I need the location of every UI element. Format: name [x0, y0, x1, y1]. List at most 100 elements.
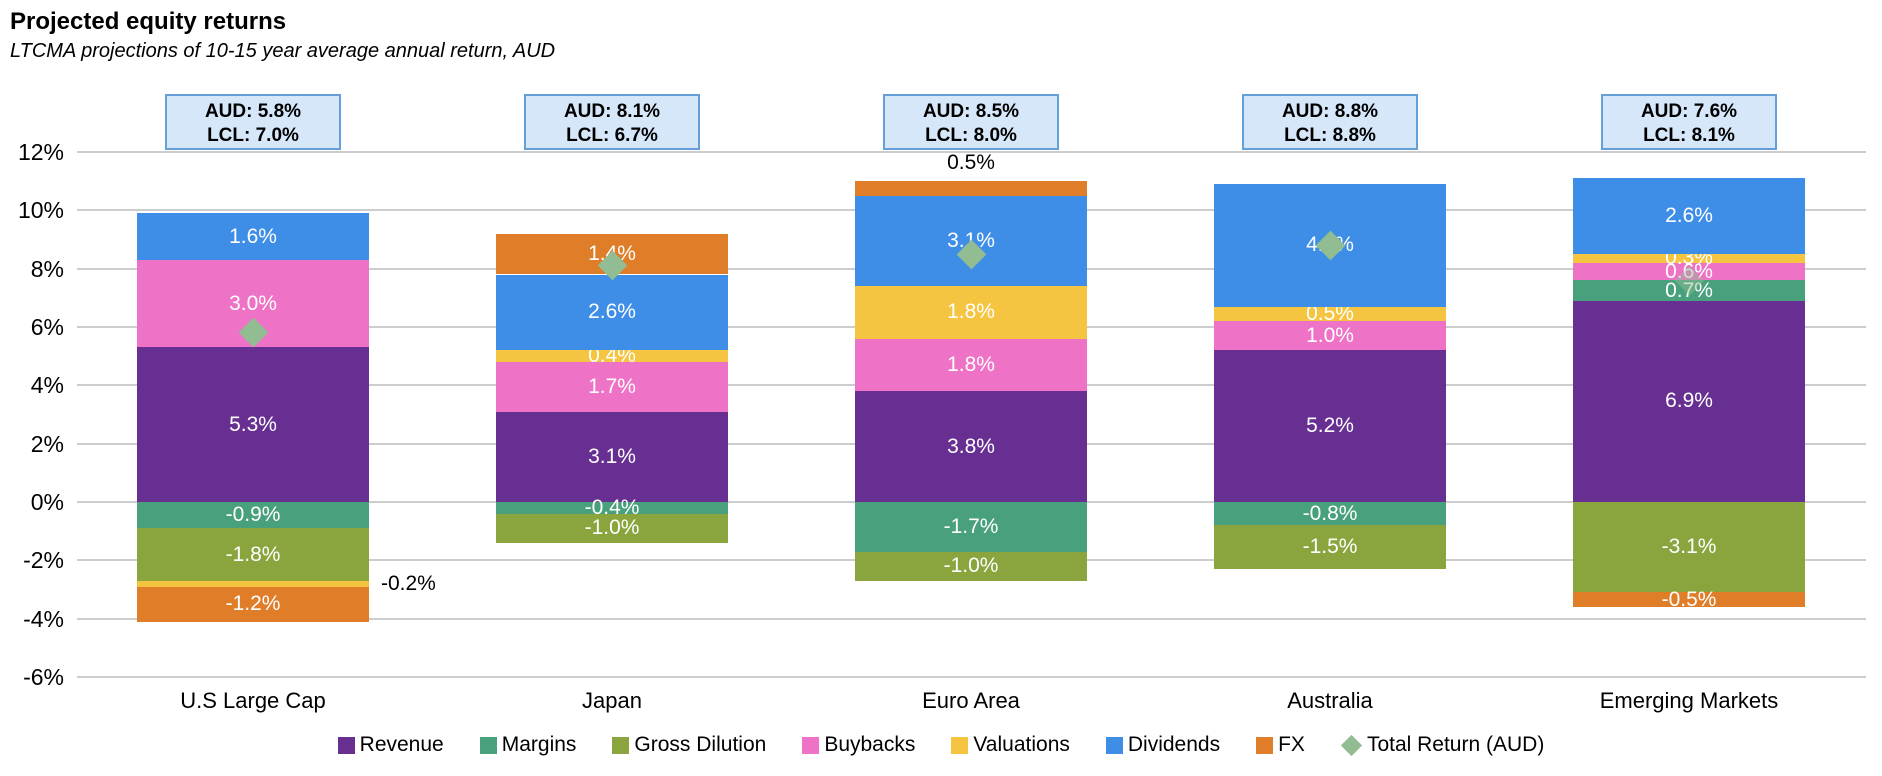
bar-segment-margins [855, 502, 1087, 552]
bar-segment-margins [1214, 502, 1446, 526]
y-axis-tick-label: 6% [30, 314, 64, 340]
y-axis-tick-label: 12% [17, 139, 64, 165]
x-axis-category-label: Euro Area [922, 688, 1020, 713]
legend-label: Buybacks [824, 733, 916, 756]
legend-item-gross-dilution: Gross Dilution [612, 733, 766, 757]
segment-value-label: -1.0% [584, 516, 640, 540]
bar-segment-margins [496, 502, 728, 514]
legend-item-valuations: Valuations [951, 733, 1070, 757]
legend-label: Valuations [973, 733, 1070, 756]
legend-swatch-icon [951, 736, 969, 754]
legend-item-fx: FX [1256, 733, 1305, 757]
segment-value-label: -0.8% [1302, 501, 1358, 525]
bar-segment-valuations [855, 286, 1087, 339]
annotation-lcl-value: LCL: 8.0% [925, 125, 1017, 146]
annotation-lcl-value: LCL: 6.7% [566, 125, 658, 146]
legend-swatch-icon [612, 736, 630, 754]
annotation-aud-value: AUD: 5.8% [204, 101, 302, 122]
outside-value-label: 0.5% [947, 151, 995, 175]
segment-value-label: -1.0% [943, 554, 999, 578]
annotation-box: AUD: 8.8% LCL: 8.8% [1242, 94, 1418, 150]
bar-segment-buybacks [1573, 262, 1805, 281]
annotation-aud-value: AUD: 8.8% [1281, 101, 1379, 122]
legend-label: FX [1278, 733, 1305, 756]
x-axis-category-label: U.S Large Cap [180, 688, 326, 713]
legend-label: Gross Dilution [634, 733, 767, 756]
annotation-lcl-value: LCL: 7.0% [207, 125, 299, 146]
segment-value-label: -1.7% [943, 514, 999, 538]
x-axis-category-label: Emerging Markets [1599, 688, 1779, 713]
bar-segment-gross-dilution [1573, 502, 1805, 593]
bar-segment-revenue [855, 391, 1087, 502]
annotation-box: AUD: 8.5% LCL: 8.0% [883, 94, 1059, 150]
bar-segment-revenue [1573, 300, 1805, 502]
annotation-aud-value: AUD: 8.1% [563, 101, 661, 122]
x-axis-category-label: Australia [1287, 688, 1373, 713]
segment-value-label: 1.8% [947, 352, 995, 376]
legend-label: Dividends [1127, 733, 1221, 756]
segment-value-label: 3.0% [229, 291, 277, 315]
annotation-lcl-value: LCL: 8.8% [1284, 125, 1376, 146]
bar-segment-margins [1573, 280, 1805, 301]
segment-value-label: -1.8% [225, 542, 281, 566]
bar-segment-margins [137, 502, 369, 529]
outside-value-label: -0.2% [381, 571, 436, 595]
segment-value-label: -1.2% [225, 592, 281, 616]
gridline-12% [77, 151, 1866, 153]
segment-value-label: 6.9% [1665, 389, 1713, 413]
legend-item-revenue: Revenue [337, 733, 444, 757]
legend-label: Margins [501, 733, 577, 756]
annotation-aud-value: AUD: 8.5% [922, 101, 1020, 122]
bar-segment-dividends [496, 274, 728, 351]
segment-value-label: 3.8% [947, 434, 995, 458]
bar-segment-gross-dilution [496, 513, 728, 543]
bar-segment-valuations [1214, 306, 1446, 322]
legend-swatch-icon [1256, 736, 1274, 754]
segment-value-label: 3.1% [588, 444, 636, 468]
annotation-box: AUD: 5.8% LCL: 7.0% [165, 94, 341, 150]
bar-segment-fx [1573, 592, 1805, 607]
y-axis-tick-label: -2% [23, 547, 64, 574]
bar-segment-revenue [137, 347, 369, 502]
legend: Revenue Margins Gross Dilution Buybacks Valu… [0, 733, 1882, 757]
bar-segment-buybacks [855, 338, 1087, 392]
annotation-box: AUD: 8.1% LCL: 6.7% [524, 94, 700, 150]
segment-value-label: 2.6% [1665, 204, 1713, 228]
y-axis-tick-label: 4% [30, 372, 64, 399]
segment-value-label: 1.6% [229, 224, 277, 248]
legend-label: Revenue [359, 733, 444, 756]
segment-value-label: 1.0% [1306, 323, 1354, 347]
segment-value-label: 5.3% [229, 412, 277, 436]
bar-segment-gross-dilution [1214, 525, 1446, 570]
annotation-lcl-value: LCL: 8.1% [1643, 125, 1735, 146]
y-axis-tick-label: 0% [30, 489, 64, 515]
bar-segment-valuations [1573, 254, 1805, 263]
segment-value-label: 0.7% [1665, 278, 1713, 302]
chart-subtitle: LTCMA projections of 10-15 year average … [10, 40, 556, 62]
bar-segment-buybacks [496, 362, 728, 412]
gridline--4% [77, 617, 1866, 620]
gridline--6% [77, 676, 1866, 678]
legend-item-dividends: Dividends [1105, 733, 1221, 757]
segment-value-label: -3.1% [1661, 535, 1717, 559]
segment-value-label: 2.6% [588, 300, 636, 324]
y-axis-tick-label: -4% [23, 605, 64, 632]
segment-value-label: -1.5% [1302, 535, 1358, 559]
segment-value-label: -0.4% [584, 495, 640, 519]
segment-value-label: 1.8% [947, 300, 995, 324]
chart-title: Projected equity returns [10, 8, 287, 35]
segment-value-label: 0.5% [1306, 301, 1354, 325]
bar-segment-valuations [496, 350, 728, 362]
legend-item-buybacks: Buybacks [802, 733, 915, 757]
bar-segment-dividends [137, 213, 369, 260]
legend-swatch-icon [802, 736, 820, 754]
bar-segment-fx [137, 586, 369, 622]
legend-diamond-icon [1340, 734, 1363, 756]
segment-value-label: -0.9% [225, 503, 281, 527]
bar-segment-dividends [1573, 178, 1805, 255]
annotation-box: AUD: 7.6% LCL: 8.1% [1601, 94, 1777, 150]
segment-value-label: 1.7% [588, 374, 636, 398]
segment-value-label: 0.6% [1665, 259, 1713, 283]
